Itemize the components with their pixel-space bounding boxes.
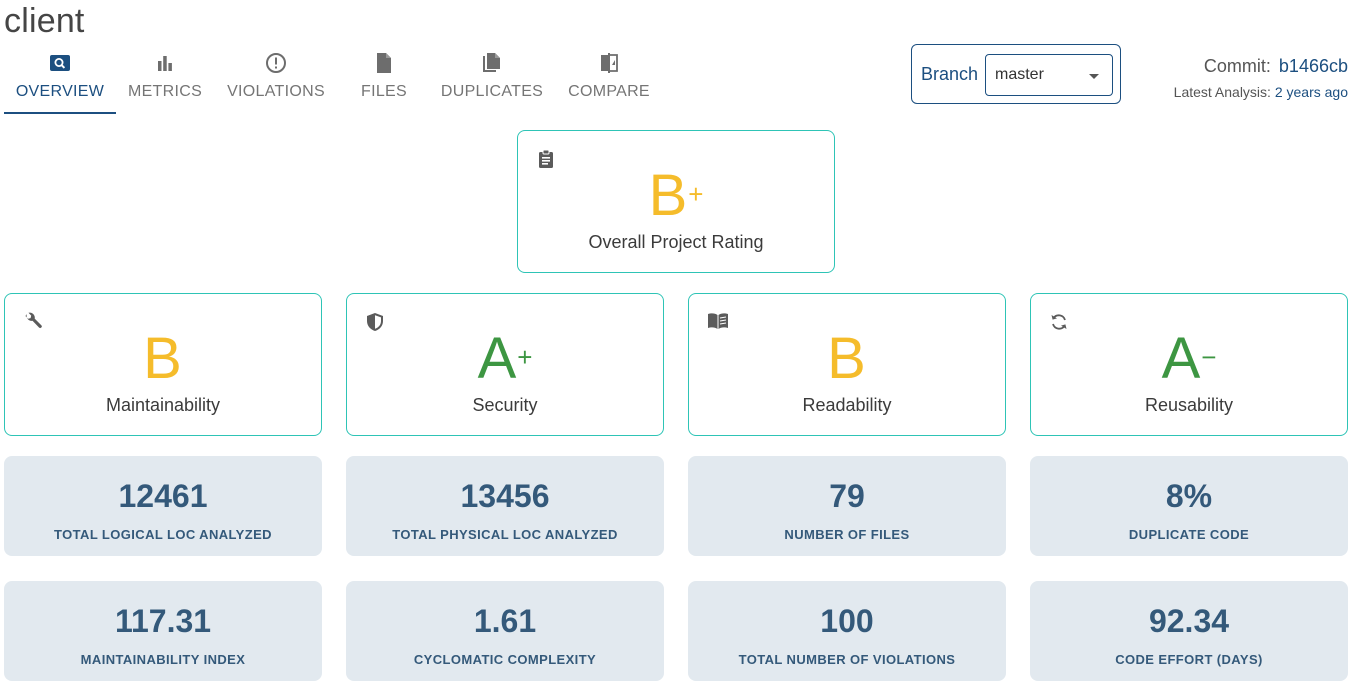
stat-label: CYCLOMATIC COMPLEXITY [413, 652, 597, 667]
tab-overview[interactable]: OVERVIEW [4, 50, 116, 114]
clipboard-icon [536, 149, 556, 169]
tab-label: DUPLICATES [440, 83, 544, 100]
overall-grade-letter: B [648, 163, 688, 228]
file-icon [372, 51, 396, 75]
stat-card-logical-loc: 12461 TOTAL LOGICAL LOC ANALYZED [4, 456, 322, 556]
security-grade: A+ [347, 330, 663, 388]
commit-info: Commit: b1466cb [1204, 56, 1348, 77]
commit-hash[interactable]: b1466cb [1278, 56, 1348, 76]
compare-icon [597, 51, 621, 75]
stat-card-maintainability-index: 117.31 MAINTAINABILITY INDEX [4, 581, 322, 681]
stat-label: TOTAL LOGICAL LOC ANALYZED [54, 527, 272, 542]
stat-value: 12461 [118, 478, 208, 514]
stat-card-cyclomatic-complexity: 1.61 CYCLOMATIC COMPLEXITY [346, 581, 664, 681]
grade-letter: A [477, 326, 517, 391]
stat-card-duplicate-code: 8% DUPLICATE CODE [1030, 456, 1348, 556]
reusability-label: Reusability [1144, 395, 1234, 415]
search-icon [48, 51, 72, 75]
branch-label: Branch [921, 64, 979, 84]
book-icon [707, 312, 728, 332]
commit-label: Commit: [1203, 56, 1271, 76]
tab-label: METRICS [127, 83, 203, 100]
stat-label: CODE EFFORT (DAYS) [1115, 652, 1263, 667]
stat-value: 8% [1165, 478, 1213, 514]
latest-analysis: Latest Analysis: 2 years ago [1174, 84, 1348, 100]
stat-value: 92.34 [1148, 603, 1230, 639]
branch-value: master [995, 66, 1044, 83]
stat-card-physical-loc: 13456 TOTAL PHYSICAL LOC ANALYZED [346, 456, 664, 556]
stat-value: 13456 [460, 478, 550, 514]
analysis-label: Latest Analysis: [1173, 84, 1271, 100]
grade-modifier: − [1201, 342, 1217, 372]
page-title: client [4, 2, 85, 40]
stat-label: MAINTAINABILITY INDEX [80, 652, 246, 667]
wrench-icon [23, 312, 43, 332]
refresh-icon [1049, 312, 1069, 332]
alert-circle-icon [264, 51, 288, 75]
overall-label: Overall Project Rating [588, 232, 764, 252]
reusability-card: A− Reusability [1030, 293, 1348, 436]
tab-duplicates[interactable]: DUPLICATES [440, 50, 544, 114]
grade-letter: A [1161, 326, 1201, 391]
readability-card: B Readability [688, 293, 1006, 436]
stat-card-violations: 100 TOTAL NUMBER OF VIOLATIONS [688, 581, 1006, 681]
overall-grade-modifier: + [688, 179, 704, 209]
maintainability-card: B Maintainability [4, 293, 322, 436]
stat-value: 79 [829, 478, 865, 514]
shield-icon [365, 312, 385, 332]
overall-grade: B+ [518, 167, 834, 225]
chevron-down-icon [1089, 74, 1099, 79]
stat-card-files: 79 NUMBER OF FILES [688, 456, 1006, 556]
grade-modifier: + [517, 342, 533, 372]
stat-value: 117.31 [114, 603, 212, 639]
tab-metrics[interactable]: METRICS [126, 50, 204, 114]
grade-letter: B [143, 326, 182, 391]
security-label: Security [472, 395, 538, 415]
stat-label: DUPLICATE CODE [1128, 527, 1250, 542]
overall-rating-card: B+ Overall Project Rating [517, 130, 835, 273]
security-card: A+ Security [346, 293, 664, 436]
stat-label: TOTAL NUMBER OF VIOLATIONS [738, 652, 956, 667]
bar-chart-icon [153, 51, 177, 75]
tab-label: FILES [361, 83, 407, 100]
maintainability-grade: B [5, 330, 321, 388]
readability-grade: B [689, 330, 1005, 388]
stat-label: TOTAL PHYSICAL LOC ANALYZED [392, 527, 618, 542]
tab-violations[interactable]: VIOLATIONS [224, 50, 328, 114]
stat-value: 1.61 [473, 603, 537, 639]
tab-label: OVERVIEW [15, 83, 105, 100]
tab-compare[interactable]: COMPARE [568, 50, 650, 114]
maintainability-label: Maintainability [105, 395, 221, 415]
reusability-grade: A− [1031, 330, 1347, 388]
stat-value: 100 [820, 603, 874, 639]
tab-label: COMPARE [568, 83, 650, 100]
tab-label: VIOLATIONS [227, 83, 325, 100]
grade-letter: B [827, 326, 866, 391]
analysis-value: 2 years ago [1274, 84, 1348, 100]
stat-card-code-effort: 92.34 CODE EFFORT (DAYS) [1030, 581, 1348, 681]
stat-label: NUMBER OF FILES [784, 527, 910, 542]
copy-icon [480, 51, 504, 75]
tab-files[interactable]: FILES [356, 50, 412, 114]
branch-dropdown[interactable]: master [985, 54, 1113, 96]
readability-label: Readability [802, 395, 892, 415]
branch-selector: Branch master [911, 44, 1121, 104]
